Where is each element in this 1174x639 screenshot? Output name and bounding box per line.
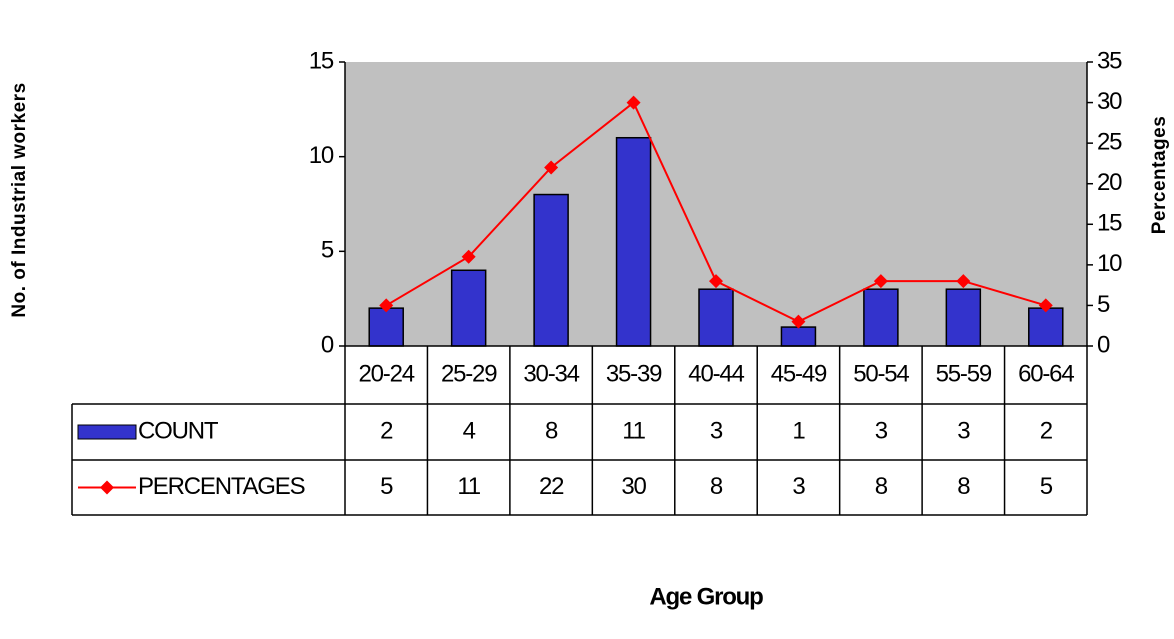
table-value: 1 [792,417,805,444]
bar [698,288,734,347]
table-value: 3 [957,417,970,444]
table-value: 2 [380,417,393,444]
table-value: 5 [380,473,393,500]
bar [1028,307,1064,347]
y2-tick-label: 35 [1097,47,1122,74]
y-tick-label: 5 [321,237,334,264]
table-value: 11 [622,417,645,444]
y2-tick-label: 5 [1097,291,1110,318]
marker [379,298,394,313]
y2-tick-label: 30 [1097,88,1122,115]
table-value: 22 [539,473,564,500]
y-tick-label: 15 [309,47,334,74]
table-value: 8 [957,473,970,500]
x-tick-label: 30-34 [523,360,579,387]
table-value: 8 [545,417,558,444]
legend-marker [100,480,114,495]
y2-tick-label: 20 [1097,169,1122,196]
marker [626,95,641,110]
y2-tick-label: 15 [1097,210,1122,237]
marker [461,249,476,264]
x-tick-label: 55-59 [936,360,992,387]
table-value: 3 [710,417,723,444]
x-axis-title: Age Group [649,583,763,610]
bar [863,288,899,347]
bar [780,326,817,347]
y2-tick-label: 10 [1097,250,1122,277]
marker [1038,298,1053,313]
x-tick-label: 45-49 [771,360,827,387]
marker [956,274,971,289]
bar [533,193,569,347]
marker [791,314,806,329]
bar [450,269,487,347]
x-tick-label: 60-64 [1018,360,1074,387]
x-tick-label: 50-54 [853,360,909,387]
table-value: 8 [875,473,888,500]
bar [615,136,652,347]
x-tick-label: 40-44 [688,360,744,387]
legend-swatch [77,424,137,440]
y-tick-label: 0 [321,331,334,358]
marker [544,160,559,175]
legend-label: COUNT [138,417,219,444]
table-value: 5 [1040,473,1053,500]
bar [368,307,404,347]
table-value: 3 [875,417,888,444]
y2-tick-label: 25 [1097,128,1122,155]
y-tick-label: 10 [309,142,334,169]
y2-axis-title: Percentages [1149,116,1170,235]
x-tick-label: 35-39 [606,360,662,387]
y-axis-title: No. of Industrial workers [9,82,30,317]
table-value: 30 [621,473,646,500]
table-value: 4 [463,417,476,444]
x-tick-label: 25-29 [441,360,497,387]
legend-label: PERCENTAGES [138,473,305,500]
table-value: 11 [457,473,480,500]
marker [873,274,888,289]
x-tick-label: 20-24 [359,360,415,387]
table-value: 8 [710,473,723,500]
table-value: 2 [1040,417,1053,444]
table-value: 3 [792,473,805,500]
bar [945,288,982,347]
y2-tick-label: 0 [1097,331,1110,358]
marker [709,274,723,289]
